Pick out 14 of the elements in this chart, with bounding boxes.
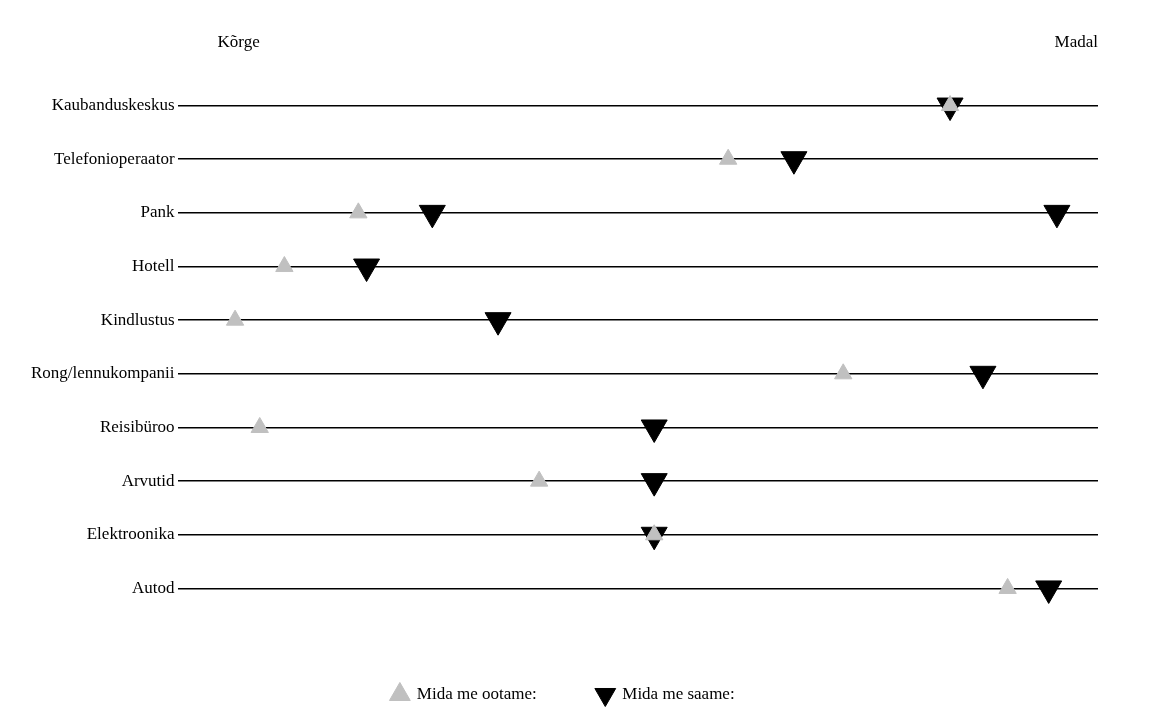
y-tick-label: Reisibüroo [99, 416, 175, 436]
y-tick-label: Kindlustus [100, 309, 175, 329]
y-tick-label: Autod [132, 577, 176, 597]
y-tick-label: Telefonioperaator [53, 148, 175, 168]
y-tick-label: Rong/lennukompanii [31, 363, 175, 383]
y-tick-label: Arvutid [121, 470, 176, 490]
y-tick-label: Elektroonika [86, 524, 175, 544]
y-tick-label: Pank [140, 202, 176, 222]
legend-label: Mida me saame: [622, 683, 735, 703]
y-tick-label: Hotell [132, 255, 175, 275]
text: Madal [1054, 32, 1099, 52]
text: Kõrge [217, 32, 260, 52]
y-tick-label: Kaubanduskeskus [51, 95, 175, 115]
legend-label: Mida me ootame: [416, 683, 537, 703]
